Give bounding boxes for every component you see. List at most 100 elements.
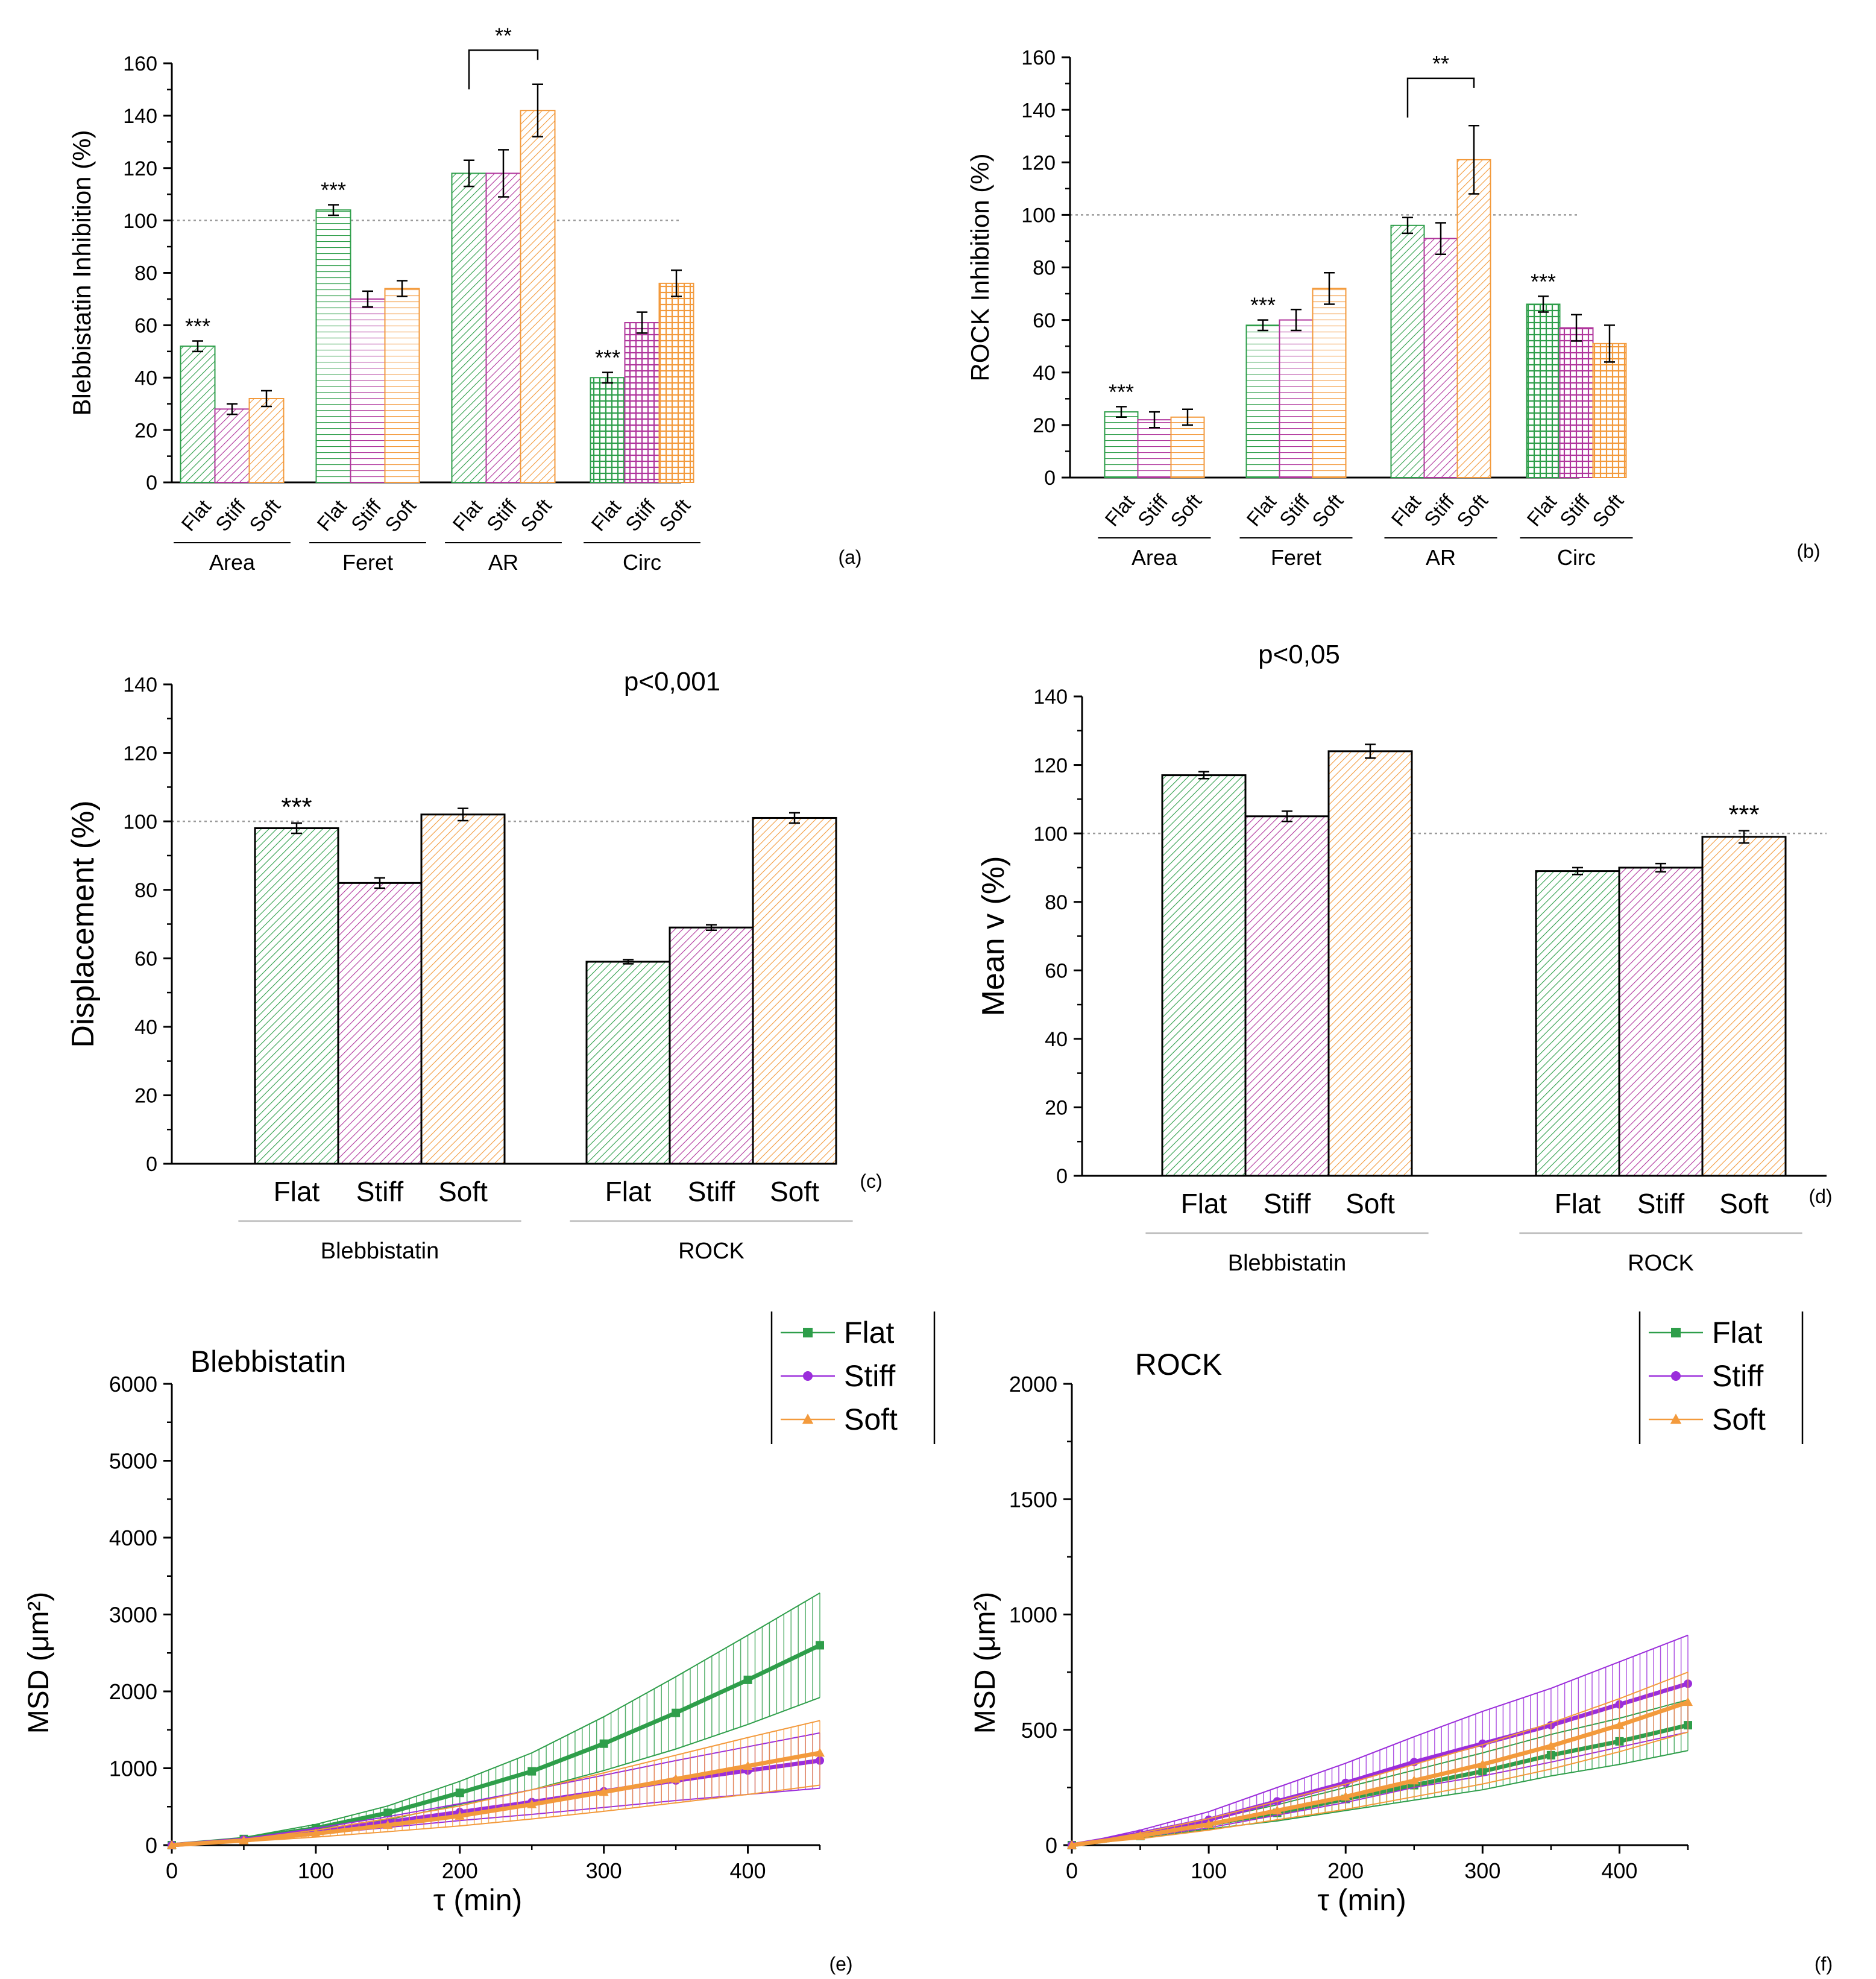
y-tick-label: 3000 — [109, 1603, 157, 1627]
y-tick-label: 0 — [1045, 1833, 1057, 1858]
bar-area-soft — [1170, 416, 1205, 479]
x-tick-label: Flat — [448, 496, 486, 535]
legend-label: Stiff — [844, 1359, 895, 1393]
y-tick-label: 500 — [1021, 1718, 1057, 1743]
y-tick-label: 80 — [1033, 257, 1056, 280]
significance-label: *** — [595, 346, 620, 370]
group-label: Feret — [1271, 545, 1321, 570]
bar-feret-flat — [1245, 324, 1280, 479]
chart-panel-e: 0 1000 2000 3000 4000 5000 6000 0 100 200 300 400 τ … — [23, 1311, 936, 1975]
x-tick-label: Soft — [245, 494, 285, 536]
panel-label: (e) — [829, 1953, 852, 1975]
bar-rock-soft — [1701, 836, 1787, 1177]
bar-circ-soft — [1592, 342, 1627, 478]
marker-triangle — [1135, 1831, 1145, 1840]
series-soft — [166, 1720, 825, 1849]
bar-ar-stiff — [485, 172, 521, 483]
x-tick-label: Stiff — [621, 495, 660, 536]
chart-panel-d: 0 20 40 60 80 100 120 140 Mean v (%) Flat Stiff Sof… — [976, 640, 1833, 1276]
marker-triangle — [166, 1840, 177, 1849]
y-tick-label: 80 — [134, 879, 157, 902]
y-tick-label: 6000 — [109, 1372, 157, 1397]
x-tick-label: 0 — [166, 1858, 178, 1883]
x-tick-label: Soft — [380, 494, 420, 536]
bar-blebbistatin-stiff — [1244, 815, 1330, 1177]
y-tick-label: 100 — [123, 810, 157, 833]
bar-circ-soft — [658, 282, 694, 483]
group-label: AR — [488, 550, 518, 575]
chart-title: ROCK — [1135, 1348, 1222, 1381]
y-tick-label: 60 — [134, 315, 157, 338]
error-envelope-lower — [1071, 1731, 1689, 1846]
x-tick-label: Stiff — [347, 495, 386, 536]
x-tick-label: Stiff — [688, 1176, 735, 1207]
y-tick-label: 20 — [1033, 414, 1056, 437]
x-tick-label: Soft — [770, 1176, 819, 1207]
y-tick-label: 0 — [146, 472, 157, 494]
y-tick-label: 80 — [1045, 891, 1068, 914]
bar-area-soft — [248, 398, 285, 483]
chart-panel-a: 0 20 40 60 80 100 120 140 160 Blebbistatin Inhibi… — [68, 23, 862, 575]
group-label: Feret — [342, 550, 393, 575]
marker-square — [527, 1767, 537, 1776]
x-tick-label: Soft — [1588, 490, 1628, 531]
chart-title: Blebbistatin — [190, 1345, 347, 1378]
y-tick-label: 0 — [1056, 1165, 1068, 1188]
bar-rock-flat — [585, 961, 671, 1165]
legend-label: Soft — [844, 1403, 898, 1436]
chart-panel-c: 0 20 40 60 80 100 120 140 Displacement (%) *** Fla… — [66, 667, 883, 1264]
marker-circle — [803, 1371, 813, 1381]
y-tick-label: 140 — [1021, 99, 1056, 122]
y-tick-label: 0 — [146, 1153, 157, 1176]
group-label: Circ — [1557, 545, 1596, 570]
marker-square — [599, 1739, 608, 1748]
y-tick-label: 0 — [1044, 467, 1056, 490]
x-tick-label: 400 — [1601, 1858, 1637, 1883]
marker-triangle — [1066, 1840, 1077, 1849]
marker-triangle — [1670, 1413, 1682, 1424]
x-tick-label: Flat — [177, 496, 215, 535]
x-tick-label: Flat — [1181, 1188, 1227, 1219]
marker-square — [743, 1675, 752, 1684]
bar-rock-stiff — [1618, 866, 1704, 1177]
group-label: AR — [1426, 545, 1456, 570]
marker-square — [672, 1708, 681, 1717]
y-tick-label: 40 — [134, 367, 157, 390]
bracket-label: ** — [1432, 51, 1449, 76]
y-tick-label: 4000 — [109, 1526, 157, 1550]
x-axis-label: τ (min) — [1317, 1883, 1406, 1917]
significance-label: *** — [1728, 800, 1759, 830]
legend-label: Stiff — [1712, 1359, 1763, 1393]
error-envelope-lower — [171, 1784, 820, 1846]
x-tick-label: 200 — [442, 1858, 478, 1883]
x-tick-label: Stiff — [1420, 490, 1459, 531]
y-tick-label: 40 — [1033, 362, 1056, 385]
bar-feret-flat — [315, 209, 351, 483]
significance-label: *** — [281, 792, 312, 822]
x-tick-label: 300 — [1464, 1858, 1500, 1883]
group-label: ROCK — [1628, 1251, 1694, 1276]
bar-feret-stiff — [1279, 319, 1314, 478]
bar-blebbistatin-flat — [254, 827, 339, 1165]
error-envelope-upper — [171, 1592, 820, 1846]
y-tick-label: 40 — [1045, 1028, 1068, 1051]
x-tick-label: Stiff — [482, 495, 521, 536]
error-envelope-upper — [1071, 1634, 1689, 1846]
x-tick-label: Soft — [1346, 1188, 1395, 1219]
y-tick-label: 20 — [134, 1085, 157, 1108]
y-tick-label: 140 — [123, 105, 157, 128]
y-tick-label: 120 — [123, 157, 157, 180]
marker-triangle — [671, 1773, 681, 1783]
error-envelope-upper — [1071, 1671, 1689, 1846]
marker-square — [816, 1641, 824, 1650]
y-tick-label: 160 — [1021, 46, 1056, 69]
bar-circ-stiff — [1559, 327, 1594, 478]
bar-area-stiff — [1137, 419, 1172, 478]
y-axis-label: Mean v (%) — [976, 856, 1011, 1017]
y-tick-label: 5000 — [109, 1449, 157, 1474]
x-tick-label: Soft — [655, 494, 694, 536]
bar-ar-flat — [1390, 224, 1425, 478]
bar-ar-soft — [1456, 159, 1491, 478]
bar-area-flat — [180, 346, 216, 483]
marker-triangle — [310, 1828, 321, 1838]
